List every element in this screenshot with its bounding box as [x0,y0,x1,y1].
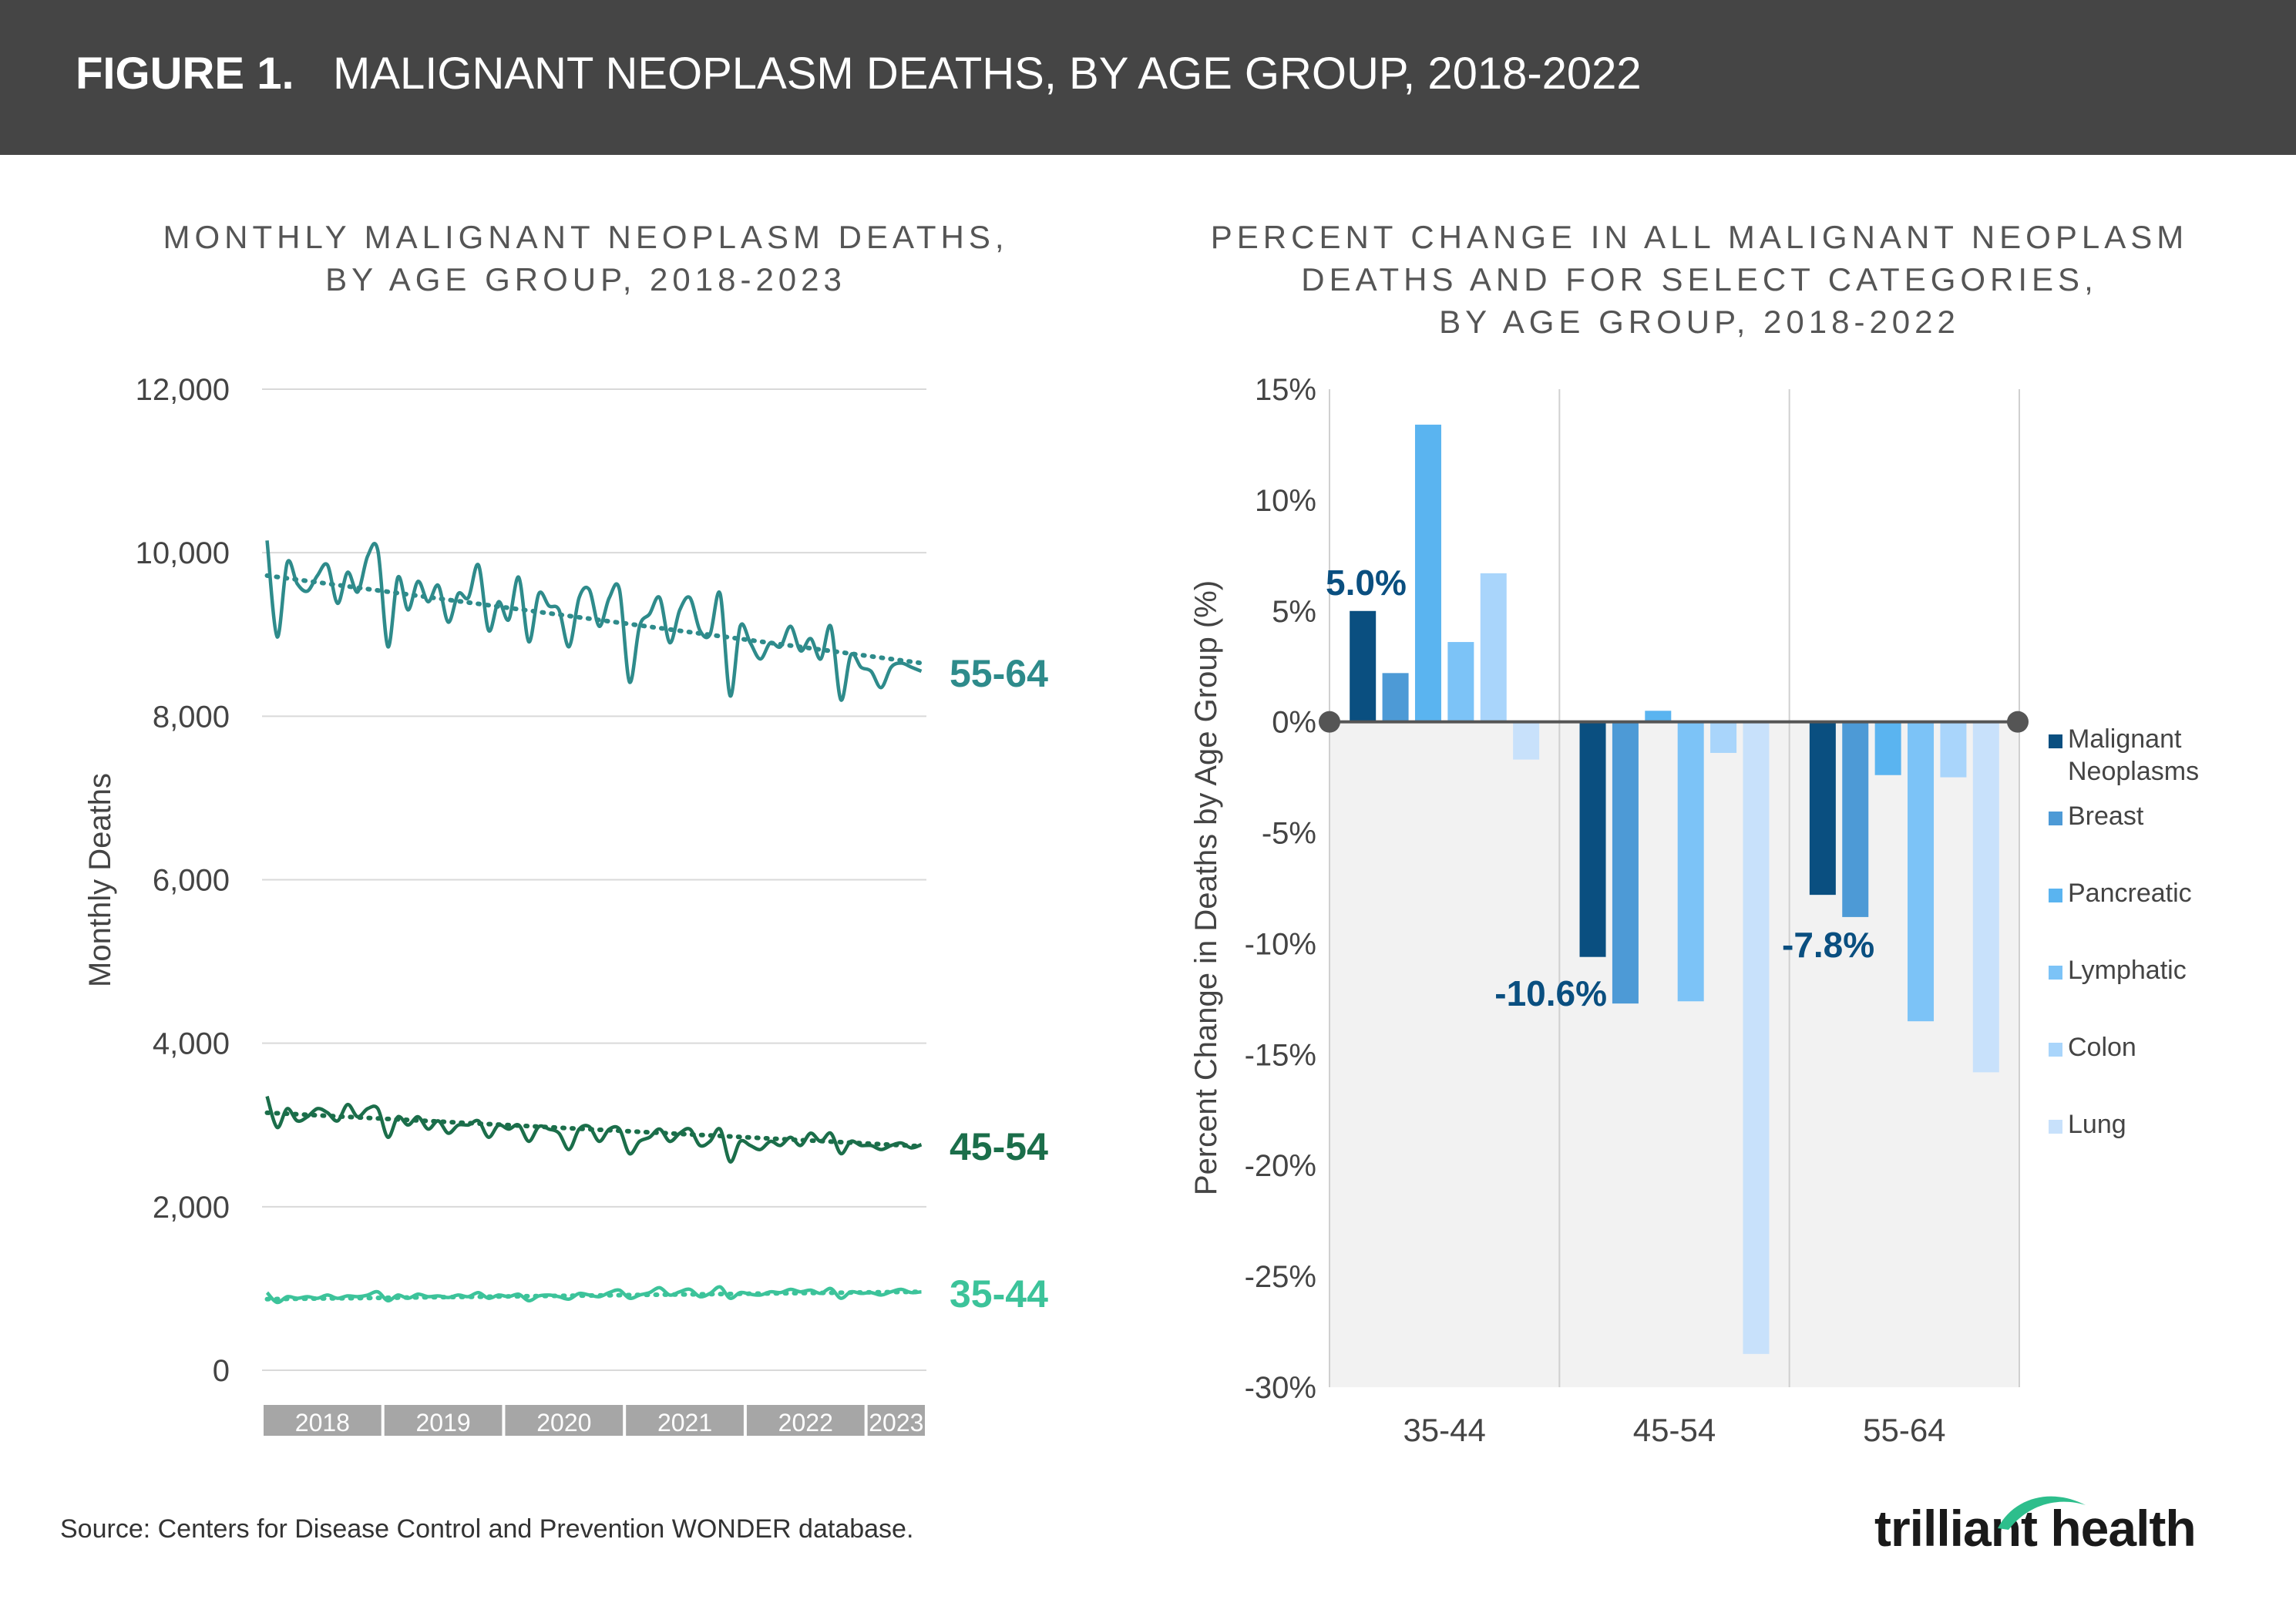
bar-Lung [1972,721,1999,1073]
y-axis-label: Percent Change in Deaths by Age Group (%… [1189,580,1223,1195]
year-label: 2023 [869,1409,923,1437]
y-tick-label: -25% [1245,1260,1316,1294]
y-tick-label: 5% [1272,595,1316,629]
bar-Breast [1612,721,1639,1004]
year-band [867,1405,925,1436]
trilliant-health-logo: trilliant health [1874,1496,2197,1558]
line-chart-title: MONTHLY MALIGNANT NEOPLASM DEATHS, BY AG… [85,216,1087,301]
line-chart-title-line-1: MONTHLY MALIGNANT NEOPLASM DEATHS, [163,219,1009,255]
y-tick-label: 12,000 [136,373,230,407]
negative-region-background [1330,721,2019,1387]
logo-swoosh-icon [1998,1496,2086,1530]
x-tick-label: 35-44 [1403,1412,1485,1448]
line-chart: 0 2,000 4,000 6,000 8,000 10,000 12,000 Monthly… [83,373,1048,1437]
series-label-35-44: 35-44 [950,1272,1048,1316]
bar-Colon [1940,721,1967,778]
legend-swatch [2049,1043,2062,1057]
year-label: 2019 [415,1409,470,1437]
y-tick-label: -30% [1245,1371,1316,1405]
legend-swatch [2049,889,2062,902]
data-label: -10.6% [1494,973,1607,1013]
bar-chart-title-line-3: BY AGE GROUP, 2018-2022 [1439,304,1960,340]
year-band [384,1405,503,1436]
bar-Breast [1842,721,1869,917]
bar-Pancreatic [1414,425,1441,722]
y-tick-label: -15% [1245,1038,1316,1072]
x-tick-label: 45-54 [1633,1412,1716,1448]
series-label-55-64: 55-64 [950,652,1048,695]
line-chart-title-line-2: BY AGE GROUP, 2018-2023 [325,261,846,297]
year-band [626,1405,744,1436]
year-label: 2021 [657,1409,712,1437]
legend-label: Colon [2068,1033,2136,1062]
bar-Malignant Neoplasms [1350,610,1377,722]
y-tick-label: 10,000 [136,536,230,570]
data-label: -7.8% [1782,925,1874,965]
logo-text: trilliant health [1874,1500,2197,1557]
bar-Lymphatic [1677,721,1704,1002]
legend-label: Lung [2068,1110,2126,1139]
bar-Pancreatic [1645,711,1672,722]
bar-Pancreatic [1874,721,1901,775]
year-band [264,1405,382,1436]
legend-swatch [2049,812,2062,825]
legend-swatch [2049,966,2062,980]
bar-Lymphatic [1908,721,1935,1022]
x-tick-label: 55-64 [1863,1412,1945,1448]
y-axis-label: Monthly Deaths [83,773,117,987]
y-tick-label: 0 [213,1354,230,1388]
trend-line-45-54 [264,1110,924,1149]
trend-line-55-64 [264,573,924,666]
series-label-45-54: 45-54 [950,1125,1048,1168]
figure-title: MALIGNANT NEOPLASM DEATHS, BY AGE GROUP,… [333,49,1642,99]
bar-Breast [1382,673,1409,722]
data-label: 5.0% [1326,563,1407,603]
bar-Malignant Neoplasms [1809,721,1836,896]
legend-label: Breast [2068,802,2144,831]
y-tick-label: -10% [1245,927,1316,961]
series-line-45-54 [265,1095,923,1164]
year-label: 2018 [295,1409,350,1437]
bar-chart-title: PERCENT CHANGE IN ALL MALIGNANT NEOPLASM… [1141,216,2258,343]
legend-label-line-2: Neoplasms [2068,757,2199,786]
legend-label: Pancreatic [2068,879,2192,908]
trend-line-35-44 [264,1289,924,1302]
bar-chart-title-line-2: DEATHS AND FOR SELECT CATEGORIES, [1301,261,2098,297]
source-note: Source: Centers for Disease Control and … [60,1514,914,1544]
bar-Colon [1480,573,1507,722]
y-tick-label: 2,000 [153,1191,230,1225]
zero-line-end-dot [2007,711,2029,733]
series-line-55-64 [265,540,923,702]
bar-Lymphatic [1447,642,1474,722]
y-tick-label: 8,000 [153,700,230,734]
bar-chart-title-line-1: PERCENT CHANGE IN ALL MALIGNANT NEOPLASM [1210,219,2189,255]
bar-Colon [1710,721,1737,753]
y-tick-label: 10% [1255,484,1316,518]
legend-swatch [2049,1120,2062,1134]
figure-label: FIGURE 1. [76,49,294,99]
zero-line-end-dot [1319,711,1340,733]
bar-Malignant Neoplasms [1579,721,1606,957]
year-band [505,1405,624,1436]
y-tick-label: 4,000 [153,1027,230,1061]
y-tick-label: 0% [1272,706,1316,740]
y-tick-label: -20% [1245,1149,1316,1183]
bar-Lung [1743,721,1770,1354]
year-label: 2022 [778,1409,833,1437]
legend-label: Lymphatic [2068,956,2187,985]
y-tick-label: 15% [1255,373,1316,407]
year-band [746,1405,865,1436]
bar-Lung [1513,721,1540,760]
legend-label: Malignant [2068,724,2182,754]
y-tick-label: 6,000 [153,864,230,898]
bar-chart: 15% 10% 5% 0% -5% -10% -15% -20% -25% -30% Percent… [1189,373,2199,1448]
figure-header: FIGURE 1. MALIGNANT NEOPLASM DEATHS, BY … [0,0,2296,155]
year-label: 2020 [536,1409,591,1437]
legend-swatch [2049,734,2062,748]
y-tick-label: -5% [1262,817,1316,851]
